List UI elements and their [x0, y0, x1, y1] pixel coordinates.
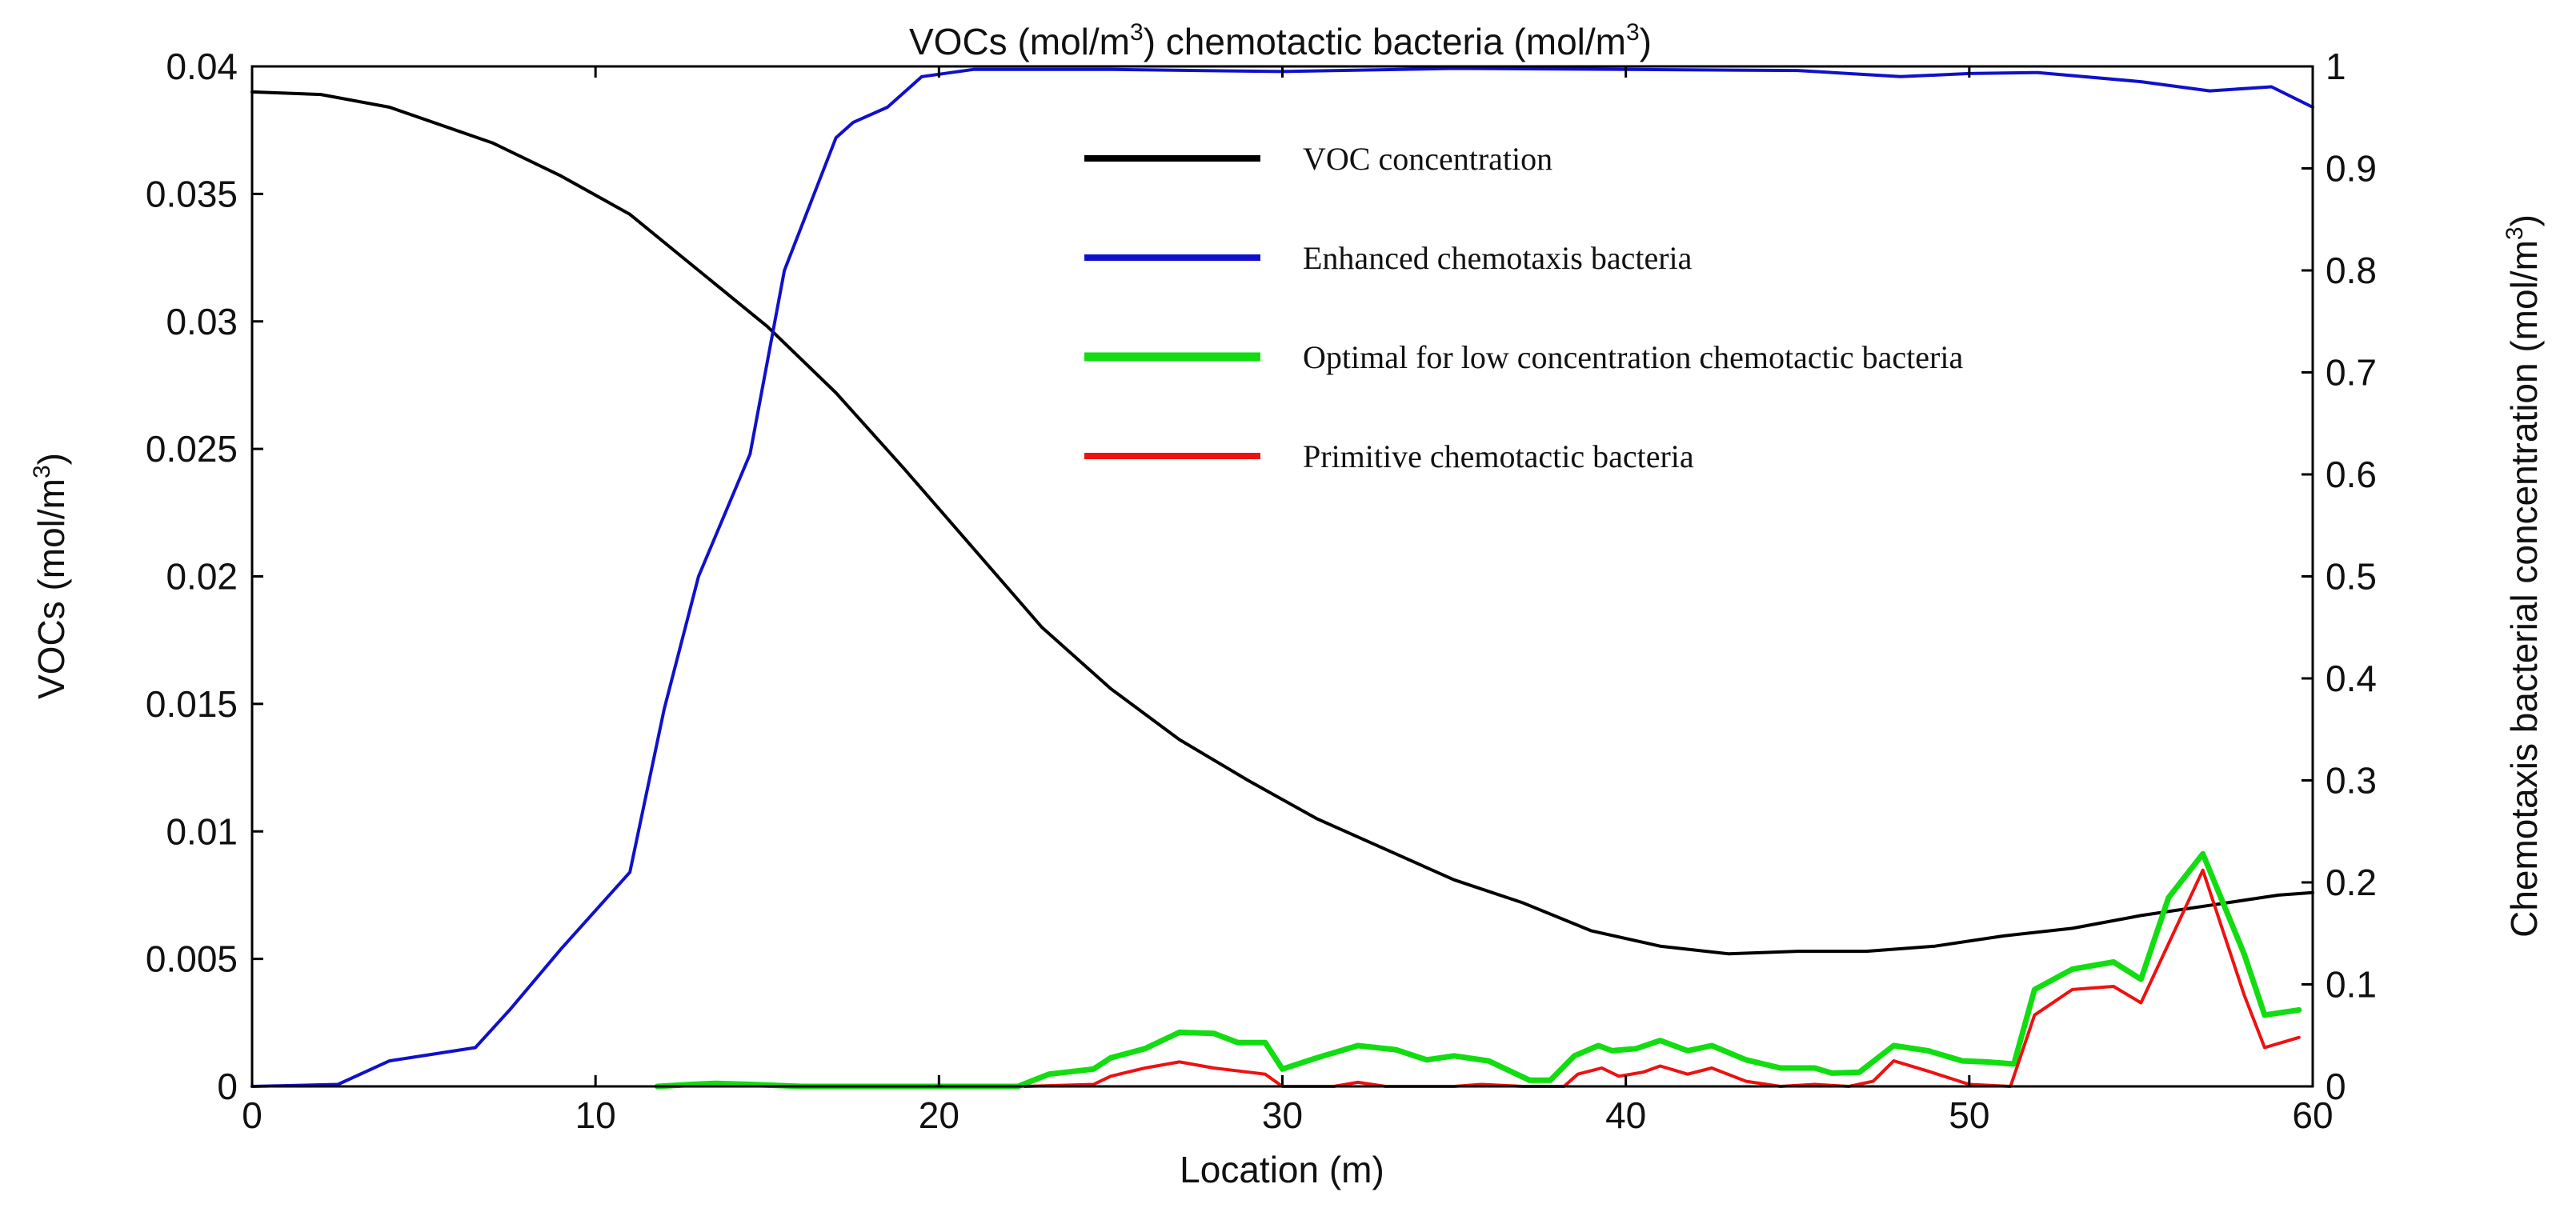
legend-label-1: Enhanced chemotaxis bacteria [1303, 240, 1693, 276]
y-left-tick-label: 0.015 [146, 683, 238, 725]
x-tick-label: 0 [242, 1094, 262, 1136]
x-tick-label: 60 [2292, 1094, 2333, 1136]
y-right-tick-label: 0.5 [2326, 556, 2377, 598]
y-left-tick-label: 0.02 [166, 556, 238, 598]
x-tick-label: 40 [1605, 1094, 1646, 1136]
series-line-1 [250, 66, 2314, 1088]
y-left-tick-label: 0.01 [166, 810, 238, 852]
series-layer [250, 66, 2314, 1090]
y-axis-label-right: Chemotaxis bacterial concentration (mol/… [2502, 214, 2545, 938]
y-right-tick-label: 0.6 [2326, 454, 2377, 495]
x-tick-label: 20 [919, 1094, 959, 1136]
y-left-tick-label: 0.035 [146, 173, 238, 214]
y-right-tick-label: 0.9 [2326, 148, 2377, 190]
x-tick-label: 10 [575, 1094, 616, 1136]
y-left-tick-label: 0.025 [146, 428, 238, 470]
x-axis-label: Location (m) [1180, 1149, 1384, 1190]
legend: VOC concentration Enhanced chemotaxis bac… [1084, 141, 1963, 474]
chart-title: VOCs (mol/m3) chemotactic bacteria (mol/… [909, 19, 1652, 62]
ticks-layer: 0 10 20 30 40 50 6000.0050.010.0150.020.0250.0… [146, 46, 2377, 1136]
x-tick-label: 50 [1949, 1094, 1989, 1136]
y-left-tick-label: 0.005 [146, 938, 238, 980]
legend-label-2: Optimal for low concentration chemotacti… [1303, 339, 1963, 375]
series-line-3 [1023, 868, 2301, 1088]
legend-label-3: Primitive chemotactic bacteria [1303, 438, 1694, 474]
series-line-2 [654, 850, 2302, 1090]
y-right-tick-label: 0.1 [2326, 964, 2377, 1006]
y-right-tick-label: 0.7 [2326, 352, 2377, 394]
y-right-tick-label: 0.4 [2326, 658, 2377, 699]
y-right-tick-label: 1 [2326, 46, 2346, 87]
series-line-0 [250, 90, 2314, 956]
y-right-tick-label: 0.3 [2326, 760, 2377, 802]
y-right-tick-label: 0.8 [2326, 250, 2377, 291]
legend-label-0: VOC concentration [1303, 141, 1552, 177]
y-axis-label-left: VOCs (mol/m3) [29, 453, 72, 699]
y-left-tick-label: 0.04 [166, 46, 238, 87]
y-right-tick-label: 0.2 [2326, 862, 2377, 903]
y-left-tick-label: 0 [217, 1066, 238, 1107]
y-left-tick-label: 0.03 [166, 301, 238, 342]
y-right-tick-label: 0 [2326, 1066, 2346, 1107]
x-tick-label: 30 [1262, 1094, 1303, 1136]
